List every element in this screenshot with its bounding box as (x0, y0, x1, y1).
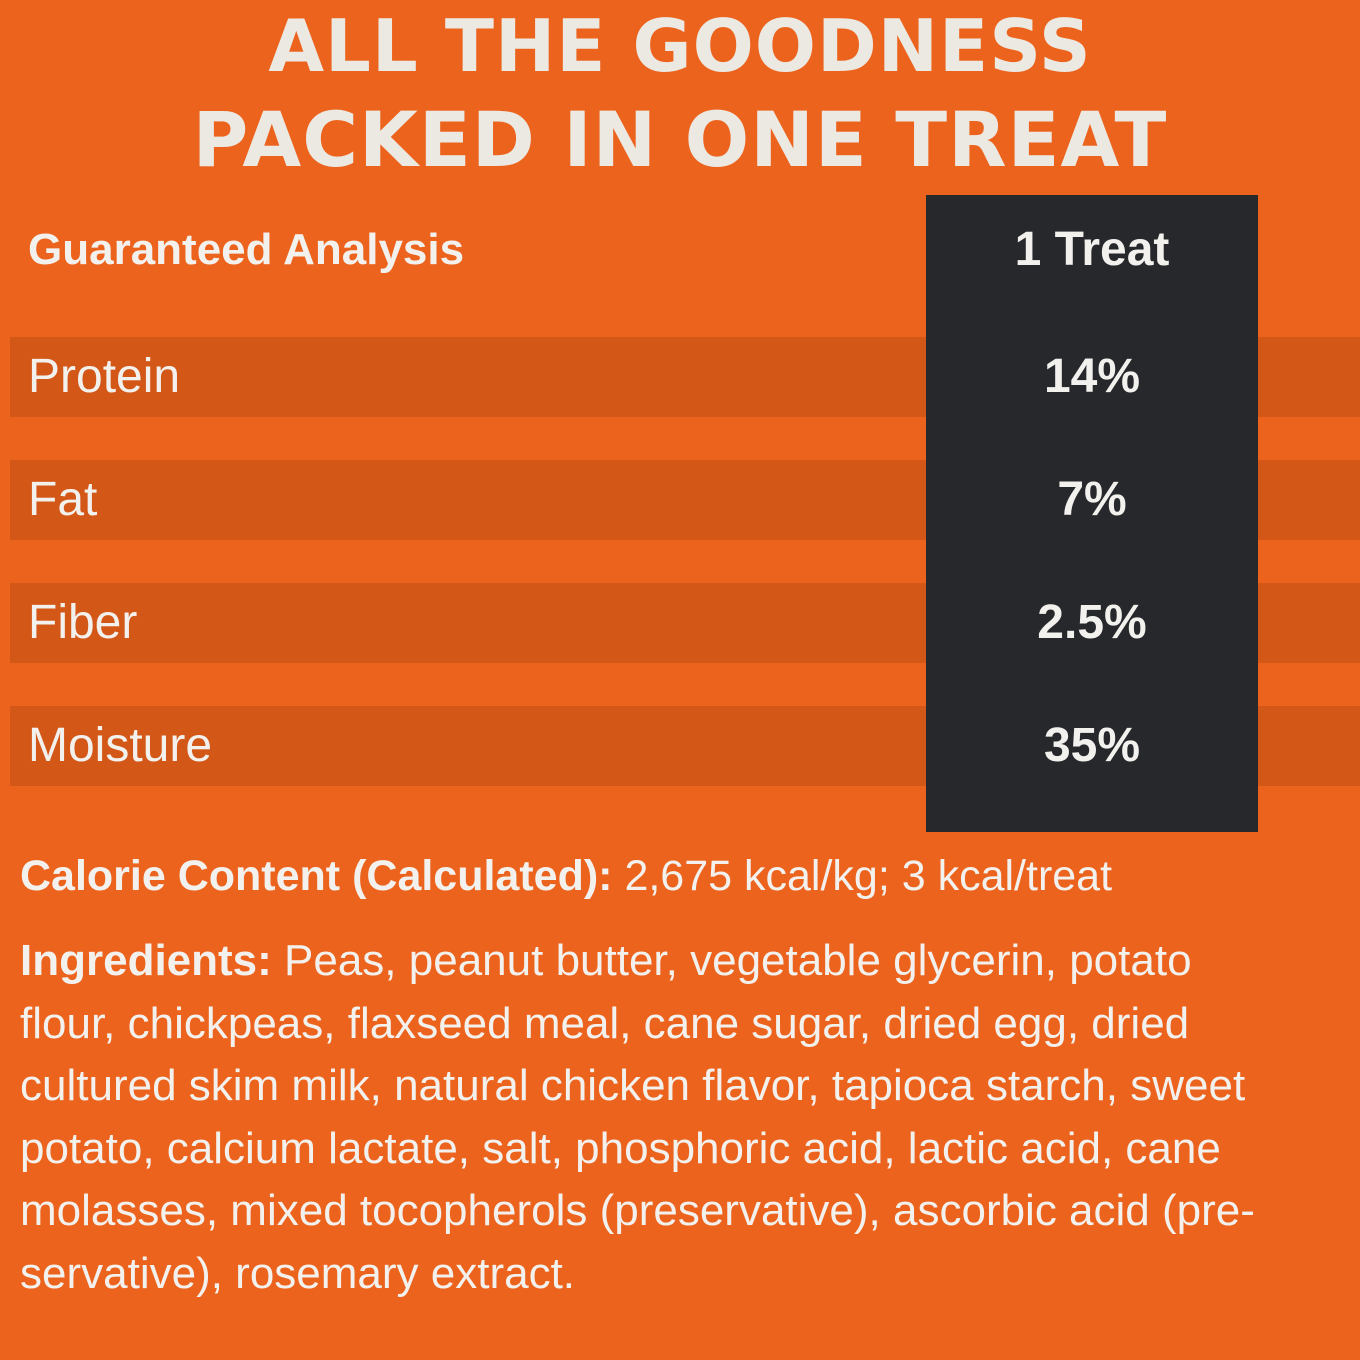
calorie-content: Calorie Content (Calculated): 2,675 kcal… (20, 845, 1340, 907)
ingredients-line: cultured skim milk, natural chicken flav… (20, 1061, 1246, 1110)
table-header-label: Guaranteed Analysis (28, 225, 465, 274)
ingredients-line: flour, chickpeas, flaxseed meal, cane su… (20, 998, 1190, 1048)
row-label-moisture: Moisture (28, 719, 213, 772)
ingredients-line: Ingredients: Peas, peanut butter, vegeta… (20, 930, 1340, 993)
value-column (926, 195, 1258, 832)
calorie-value: 2,675 kcal/kg; 3 kcal/treat (612, 852, 1113, 900)
row-value-moisture: 35% (1043, 719, 1141, 772)
headline-line-2: PACKED IN ONE TREAT (192, 95, 1168, 184)
ingredients-line: servative), rosemary extract. (20, 1248, 576, 1298)
row-value-fat: 7% (1057, 473, 1127, 526)
row-label-fat: Fat (28, 473, 98, 526)
row-value-fiber: 2.5% (1037, 596, 1147, 649)
ingredients-line: molasses, mixed tocopherols (preservativ… (20, 1186, 1255, 1235)
row-label-protein: Protein (28, 350, 181, 403)
table-header-value: 1 Treat (1014, 223, 1170, 276)
ingredients-block: Ingredients: Peas, peanut butter, vegeta… (20, 930, 1340, 1305)
row-value-protein: 14% (1043, 350, 1141, 403)
calorie-label: Calorie Content (Calculated): (20, 852, 613, 900)
headline-line-1: ALL THE GOODNESS (268, 4, 1092, 88)
ingredients-text: Peas, peanut butter, vegetable glycerin,… (271, 936, 1192, 985)
row-label-fiber: Fiber (28, 596, 138, 649)
ingredients-line: potato, calcium lactate, salt, phosphori… (20, 1123, 1221, 1173)
ingredients-label: Ingredients: (20, 936, 272, 985)
